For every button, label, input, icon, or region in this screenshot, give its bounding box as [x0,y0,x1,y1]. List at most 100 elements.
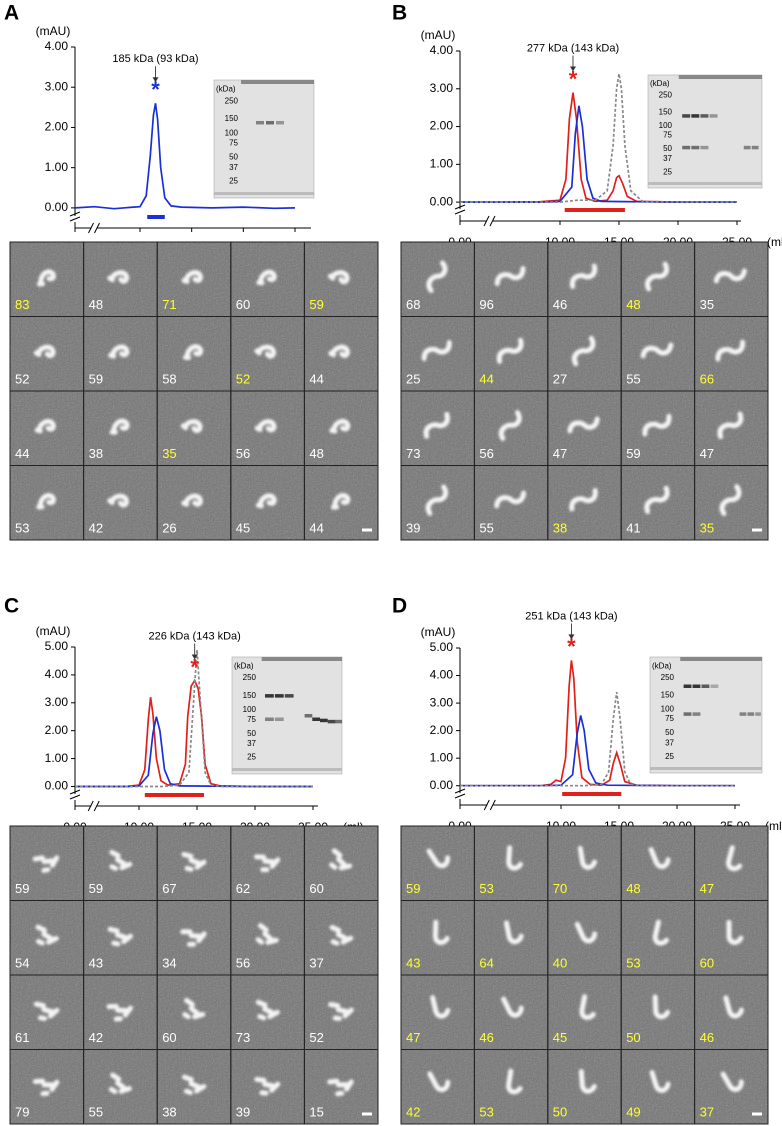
gel-marker-label: 25 [247,753,256,762]
gel-marker-label: 50 [665,728,674,737]
particle-count: 71 [162,297,176,312]
mass-annotation: 185 kDa (93 kDa) [112,53,198,65]
gel-band [691,114,700,118]
particle-count: 38 [553,520,567,535]
axis-break [454,204,466,215]
particle-count: 79 [15,1104,29,1119]
class-average [254,1076,281,1096]
peak-marker: * [569,66,578,91]
class-average [432,919,450,946]
particle-count: 37 [700,1104,714,1119]
gel-unit: (kDa) [234,661,254,670]
gel-band [683,712,692,716]
gel-image [231,656,343,775]
gel-marker-label: 100 [243,705,257,714]
class-average [726,845,743,872]
particle-count: 67 [162,881,176,896]
gel-image [647,74,763,189]
gel-marker-label: 37 [663,154,672,163]
y-tick-label: 4.00 [430,668,454,682]
class-average [329,848,353,871]
particle-count: 35 [162,446,176,461]
class-average [421,340,452,362]
class-average [652,994,671,1020]
gel-band [739,712,747,716]
class-average [107,493,129,508]
particle-count: 39 [236,1104,250,1119]
particle-count: 44 [309,371,323,386]
class-average [501,996,524,1018]
gel-band [312,717,320,722]
axis-break [91,803,98,809]
gel-band [284,694,294,698]
particle-count: 49 [626,1104,640,1119]
axis-break [483,215,496,227]
particle-count: 53 [626,955,640,970]
arrow-head [568,634,575,640]
class-average [33,1001,60,1021]
y-tick-label: 2.00 [430,119,454,133]
gel-wells [678,75,762,79]
class-average [506,845,523,871]
axis-break [483,799,496,811]
peak-marker: * [190,654,199,679]
class-average [719,484,742,517]
class-average [182,344,204,360]
particle-count: 44 [309,520,323,535]
particle-count: 52 [236,371,250,386]
class-average [426,848,451,869]
particle-count: 48 [626,297,640,312]
particle-count: 42 [89,520,103,535]
particle-count: 42 [406,1104,420,1119]
gel-band [747,712,755,716]
class-average [652,919,670,946]
particle-count: 44 [479,371,493,386]
class-average [574,921,598,944]
gel-marker-label: 150 [225,114,239,123]
class-average [181,493,203,507]
y-tick-label: 1.00 [45,751,69,765]
gel-band [701,684,710,688]
particle-count: 42 [89,1030,103,1045]
axis-break [91,225,98,231]
class-average [430,995,451,1019]
class-average [329,418,351,434]
particle-count: 43 [406,955,420,970]
y-tick-label: 3.00 [430,695,454,709]
particle-count: 39 [406,520,420,535]
particle-count: 25 [406,371,420,386]
class-average [328,1002,354,1022]
class-average [426,260,448,293]
particle-count: 40 [553,955,567,970]
gel-band [683,684,692,688]
class-cell [694,1049,769,1125]
y-tick-label: 0.00 [430,778,454,792]
panel-label: B [392,2,407,25]
particle-count: 48 [309,446,323,461]
class-average [181,1074,207,1096]
class-average [644,485,670,515]
gel-marker-label: 37 [247,739,256,748]
particle-count: 58 [162,371,176,386]
gel-marker-label: 100 [661,704,675,713]
class-average [180,419,203,434]
particle-count: 62 [236,881,250,896]
class-average [503,920,524,945]
y-axis-label: (mAU) [421,28,456,42]
gel-marker-label: 75 [229,138,238,147]
particle-count: 35 [700,520,714,535]
y-tick-label: 0.00 [430,194,454,208]
y-tick-label: 4.00 [45,667,69,681]
class-average [723,995,744,1019]
y-tick-label: 1.00 [45,160,69,174]
particle-count: 44 [15,446,29,461]
gel-marker-label: 250 [661,673,675,682]
class-average [108,344,130,359]
y-tick-label: 3.00 [45,695,69,709]
gel-band [682,114,691,118]
gel-band [751,145,759,150]
particle-count: 66 [700,371,714,386]
particle-count: 15 [309,1104,323,1119]
particle-count: 56 [479,446,493,461]
x-axis-label: (ml) [765,819,782,833]
